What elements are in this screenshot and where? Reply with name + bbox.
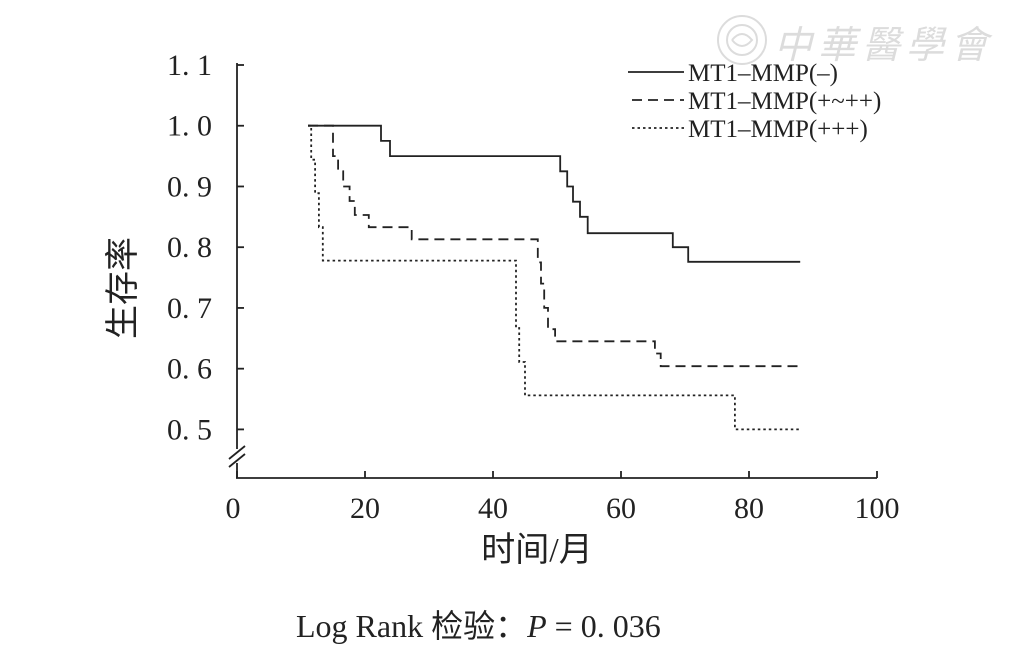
legend-label: MT1–MMP(+++): [688, 116, 868, 143]
series-line-dashed: [308, 124, 801, 368]
watermark-seal-inner-ring: [726, 24, 758, 56]
legend-label: MT1–MMP(–): [688, 60, 838, 87]
watermark-seal-icon: [717, 15, 767, 65]
axes: [228, 63, 877, 479]
y-axis-break-mark: [228, 453, 246, 468]
log-rank-test-note: Log Rank 检验：P = 0. 036: [296, 608, 661, 644]
y-tick-label: 0. 6: [167, 353, 212, 386]
p-value: = 0. 036: [547, 608, 661, 644]
watermark-seal-emblem: [731, 33, 754, 47]
y-axis-break-mark: [228, 445, 246, 460]
x-tick-label: 20: [350, 492, 380, 525]
legend-label: MT1–MMP(+~++): [688, 88, 881, 115]
x-tick-label: 0: [226, 492, 241, 525]
x-tick-label: 40: [478, 492, 508, 525]
axis-ticks: 1. 1 1. 0 0. 9 0. 8 0. 7 0. 6 0. 5 0 20 40 60 80 100: [167, 49, 900, 525]
x-tick-label: 80: [734, 492, 764, 525]
x-axis-title: 时间/月: [481, 532, 592, 569]
x-tick-label: 60: [606, 492, 636, 525]
watermark: 中華醫學會: [717, 15, 994, 67]
series-lines: [308, 124, 801, 431]
watermark-text: 中華醫學會: [774, 25, 994, 67]
series-line-solid: [308, 124, 801, 263]
series-line-dotted: [308, 124, 801, 431]
log-rank-label: Log Rank 检验：: [296, 608, 527, 644]
y-tick-label: 1. 1: [167, 49, 212, 82]
y-tick-label: 0. 5: [167, 413, 212, 446]
y-tick-label: 0. 7: [167, 292, 212, 325]
y-tick-label: 0. 8: [167, 231, 212, 264]
y-tick-label: 0. 9: [167, 170, 212, 203]
p-symbol: P: [526, 608, 547, 644]
y-axis-title: 生存率: [104, 237, 142, 339]
y-tick-label: 1. 0: [167, 110, 212, 143]
legend: MT1–MMP(–) MT1–MMP(+~++) MT1–MMP(+++): [628, 60, 881, 143]
x-tick-label: 100: [855, 492, 900, 525]
